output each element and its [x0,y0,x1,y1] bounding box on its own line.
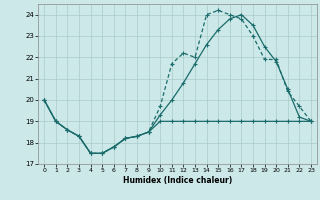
X-axis label: Humidex (Indice chaleur): Humidex (Indice chaleur) [123,176,232,185]
